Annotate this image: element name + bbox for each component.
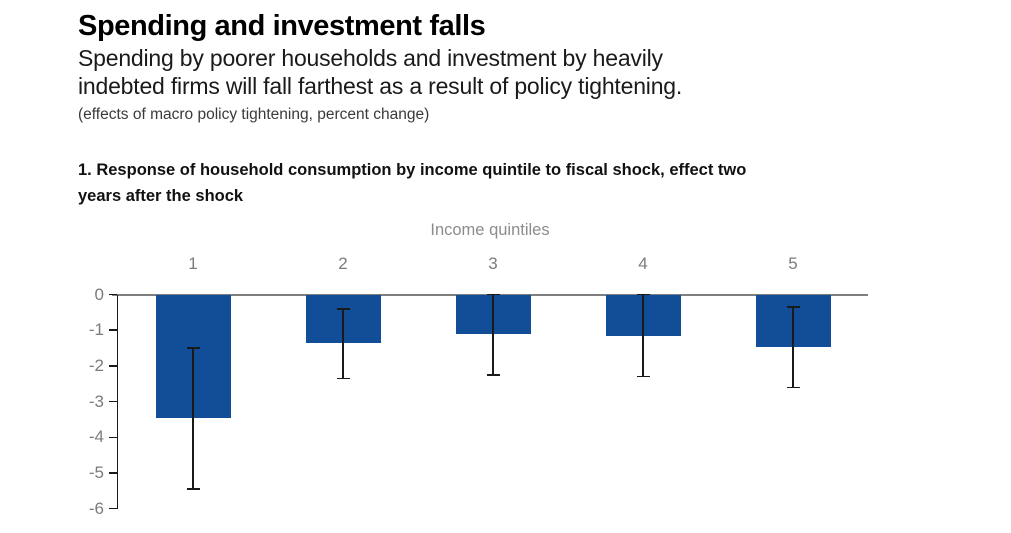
subtitle-line-1: Spending by poorer households and invest… [78, 45, 663, 71]
page-subtitle: Spending by poorer households and invest… [78, 44, 682, 100]
y-tick-label: -6 [88, 498, 104, 518]
category-label: 1 [188, 254, 198, 273]
panel-title-line-2: years after the shock [78, 187, 244, 205]
y-axis-tick [109, 472, 117, 474]
error-bar-cap-bottom [186, 488, 200, 490]
y-axis-tick [109, 400, 117, 403]
error-bar-cap-bottom [336, 377, 350, 380]
category-label: 5 [788, 254, 798, 273]
error-bar-line [342, 308, 344, 379]
category-label: 2 [338, 254, 348, 273]
error-bar-cap-top [636, 293, 650, 296]
y-axis-line [116, 294, 118, 509]
y-axis-tick [109, 365, 117, 367]
chart-unit-note: (effects of macro policy tightening, per… [78, 106, 430, 123]
y-tick-label: -1 [88, 320, 104, 340]
y-axis-tick [109, 507, 117, 510]
panel-title-line-1: 1. Response of household consumption by … [78, 161, 747, 179]
category-label: 4 [638, 254, 648, 273]
error-bar-cap-top [486, 293, 500, 296]
error-bar-line [192, 348, 194, 490]
error-bar-cap-bottom [786, 386, 800, 389]
error-bar-cap-top [786, 306, 800, 308]
y-tick-label: -5 [88, 463, 104, 482]
error-bar-cap-top [336, 308, 350, 310]
error-bar-line [792, 306, 794, 388]
x-axis-title: Income quintiles [430, 221, 550, 239]
error-bar-line [492, 294, 494, 375]
error-bar-cap-bottom [486, 374, 500, 376]
y-axis-tick [109, 436, 117, 439]
error-bar-cap-bottom [636, 375, 650, 378]
page-title: Spending and investment falls [78, 10, 486, 42]
subtitle-line-2: indebted firms will fall farthest as a r… [78, 73, 683, 99]
y-axis-tick [109, 329, 117, 331]
category-label: 3 [488, 254, 498, 273]
y-tick-label: -3 [88, 391, 104, 411]
panel-title: 1. Response of household consumption by … [78, 157, 746, 209]
y-tick-label: 0 [94, 284, 104, 304]
y-tick-label: -2 [88, 355, 104, 375]
error-bar-line [642, 294, 644, 377]
y-axis-tick [109, 293, 117, 296]
y-tick-label: -4 [88, 427, 104, 447]
error-bar-cap-top [186, 347, 200, 349]
